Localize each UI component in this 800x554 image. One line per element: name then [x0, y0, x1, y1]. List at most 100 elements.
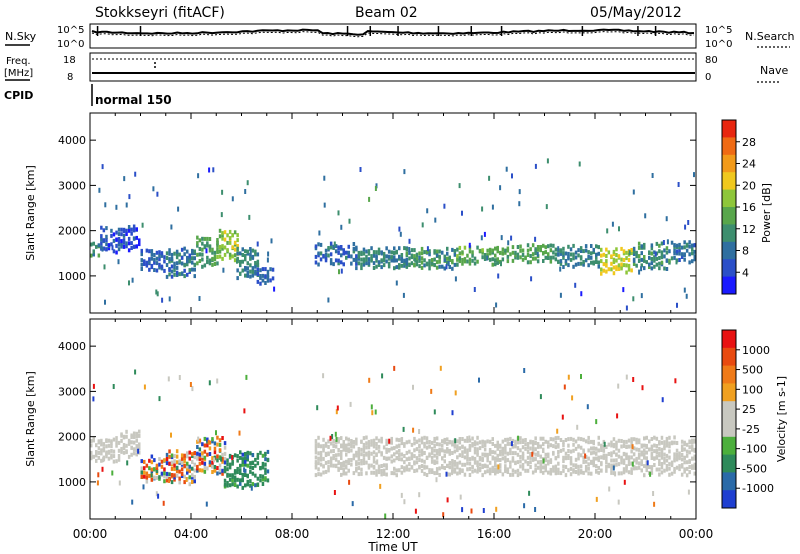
colorbar-tick-label: 24 — [742, 158, 756, 171]
data-cell — [521, 456, 525, 461]
data-cell — [264, 462, 267, 467]
data-cell — [322, 448, 325, 453]
data-cell — [395, 250, 398, 255]
data-cell — [668, 466, 671, 471]
data-cell — [390, 446, 393, 451]
data-cell — [193, 455, 196, 460]
data-cell — [140, 267, 143, 271]
data-cell — [317, 242, 320, 247]
data-cell — [130, 452, 133, 457]
data-cell — [468, 466, 472, 471]
data-cell — [627, 455, 631, 460]
data-cell — [640, 468, 643, 473]
data-cell — [352, 257, 356, 262]
data-cell — [233, 475, 237, 480]
data-cell — [445, 471, 448, 477]
data-cell — [597, 465, 600, 470]
data-cell — [612, 442, 616, 447]
data-cell — [266, 273, 270, 278]
data-cell — [266, 269, 270, 274]
data-cell — [584, 468, 588, 473]
data-cell — [420, 251, 424, 256]
data-cell — [382, 255, 386, 260]
y-tick-label: 3000 — [58, 179, 86, 192]
data-cell — [425, 473, 429, 477]
data-cell — [600, 259, 603, 264]
data-cell — [471, 465, 474, 470]
data-cell — [488, 175, 491, 181]
data-cell — [574, 282, 577, 288]
data-cell — [211, 460, 214, 465]
data-cell — [640, 450, 643, 455]
data-cell — [319, 450, 323, 455]
data-cell — [223, 252, 227, 257]
data-cell — [333, 490, 336, 495]
data-cell — [122, 240, 126, 245]
data-cell — [448, 465, 451, 470]
colorbar-tick-label: 8 — [742, 245, 749, 258]
data-cell — [395, 265, 398, 270]
data-cell — [529, 440, 532, 445]
data-cell — [173, 459, 176, 464]
data-cell — [127, 236, 131, 241]
data-cell — [197, 436, 200, 442]
data-cell — [542, 470, 545, 475]
data-cell — [625, 468, 628, 473]
data-cell — [385, 442, 388, 446]
data-cell — [587, 448, 590, 453]
data-cell — [243, 408, 246, 414]
data-cell — [511, 458, 515, 463]
data-cell — [658, 440, 661, 445]
nsky-tick-top: 10^5 — [57, 25, 84, 36]
data-cell — [241, 457, 244, 462]
data-cell — [438, 264, 441, 269]
data-cell — [175, 473, 179, 478]
data-cell — [519, 248, 522, 253]
data-cell — [655, 241, 659, 246]
data-cell — [246, 249, 249, 254]
data-cell — [643, 245, 646, 250]
data-cell — [564, 451, 568, 456]
data-cell — [665, 467, 669, 472]
data-cell — [208, 237, 212, 241]
data-cell — [405, 264, 409, 269]
data-cell — [329, 252, 333, 257]
colorbar-tick-label: 12 — [742, 223, 756, 236]
data-cell — [163, 259, 166, 264]
data-cell — [620, 439, 623, 443]
data-cell — [105, 438, 108, 443]
data-cell — [574, 255, 578, 260]
data-cell — [693, 243, 696, 248]
data-cell — [454, 390, 457, 396]
data-cell — [579, 249, 583, 253]
data-cell — [635, 250, 638, 255]
data-cell — [428, 262, 431, 267]
data-cell — [334, 258, 338, 263]
data-cell — [221, 452, 224, 457]
data-cell — [249, 461, 252, 466]
data-cell — [188, 259, 191, 264]
data-cell — [675, 452, 679, 457]
data-cell — [668, 472, 671, 477]
data-cell — [337, 466, 340, 471]
data-cell — [494, 262, 497, 267]
data-cell — [506, 467, 510, 472]
data-cell — [653, 449, 656, 454]
data-cell — [226, 480, 229, 485]
data-cell — [562, 246, 565, 251]
data-cell — [557, 461, 560, 466]
data-cell — [332, 262, 335, 267]
data-cell — [648, 465, 651, 469]
data-cell — [95, 450, 98, 454]
data-cell — [317, 262, 320, 267]
data-cell — [425, 250, 429, 254]
data-cell — [536, 259, 540, 264]
data-cell — [314, 443, 318, 448]
data-cell — [408, 256, 411, 261]
data-cell — [552, 255, 555, 260]
data-cell — [506, 458, 510, 463]
data-cell — [660, 440, 664, 445]
data-cell — [546, 158, 549, 164]
data-cell — [180, 271, 184, 276]
